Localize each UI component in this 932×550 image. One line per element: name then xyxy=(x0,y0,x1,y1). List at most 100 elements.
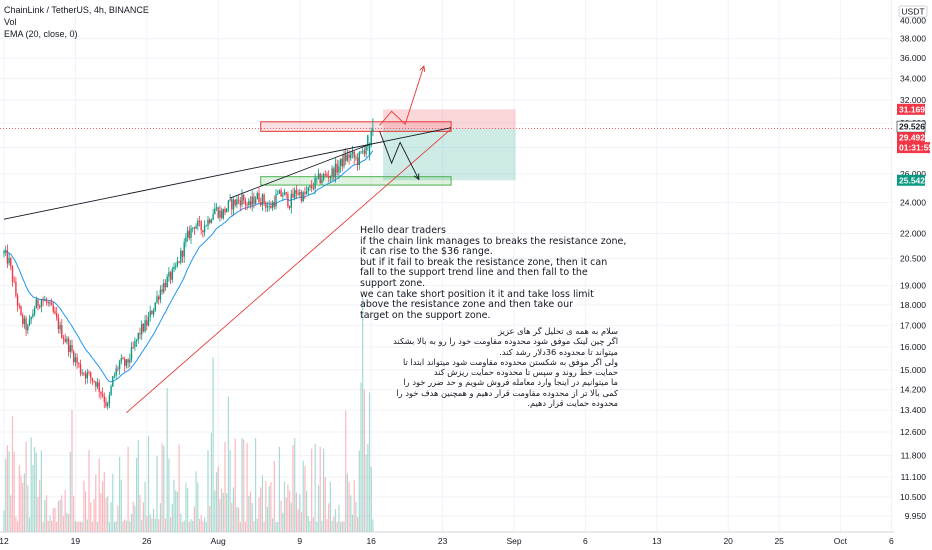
candle xyxy=(244,200,247,205)
volume-bar xyxy=(176,491,178,532)
volume-bar xyxy=(292,445,294,532)
volume-bar xyxy=(96,521,99,532)
candle xyxy=(95,381,97,387)
volume-bar xyxy=(273,460,275,532)
candle xyxy=(336,163,338,173)
volume-bar xyxy=(34,446,36,532)
candle xyxy=(351,151,354,154)
volume-bar xyxy=(285,497,287,532)
volume-bar xyxy=(345,410,347,532)
candle xyxy=(130,347,133,360)
candle xyxy=(50,302,53,306)
volume-bar xyxy=(256,518,258,532)
volume-bar xyxy=(258,497,260,532)
volume-bar xyxy=(154,518,156,532)
y-tick-label: 19.000 xyxy=(900,281,926,291)
volume-bar xyxy=(90,502,92,532)
candle xyxy=(146,320,148,326)
volume-bar xyxy=(74,521,76,532)
ema-legend[interactable]: EMA (20, close, 0) xyxy=(4,29,78,39)
volume-bar xyxy=(343,521,345,532)
candle xyxy=(292,193,294,198)
time-axis[interactable]: 12 19 26 Aug 9 16 23 Sep 6 13 20 25 Oct 6 xyxy=(0,536,894,546)
volume-bar xyxy=(15,516,17,532)
volume-bar xyxy=(193,506,195,532)
candle xyxy=(69,345,71,352)
volume-bar xyxy=(275,521,277,532)
candle xyxy=(358,152,360,166)
candle xyxy=(346,154,349,161)
arrow-bearish[interactable] xyxy=(379,131,420,180)
candle xyxy=(355,157,357,159)
candle xyxy=(363,150,366,154)
arrow-bullish[interactable] xyxy=(379,65,425,126)
candle xyxy=(270,205,272,209)
volume-bar xyxy=(137,440,139,532)
volume-bar xyxy=(210,432,212,532)
candle xyxy=(166,276,168,288)
volume-bar xyxy=(22,482,24,532)
volume-bar xyxy=(306,490,308,532)
candle xyxy=(64,339,66,342)
volume-bar xyxy=(299,494,301,532)
x-tick-label: 25 xyxy=(774,536,784,546)
x-tick-label: 19 xyxy=(71,536,81,546)
arrow-head xyxy=(419,65,426,73)
volume-bar xyxy=(68,514,70,532)
candle xyxy=(304,192,306,194)
volume-bar xyxy=(78,521,80,532)
y-tick-label: 13.400 xyxy=(900,405,926,415)
annotation-line: but if it fail to break the resistance z… xyxy=(360,256,608,268)
volume-bar xyxy=(358,450,360,532)
candle xyxy=(37,299,39,307)
candle xyxy=(224,208,226,213)
candle xyxy=(11,266,14,282)
volume-bar xyxy=(136,457,138,532)
annotation-line: کمی بالا تر از محدوده مقاومت قرار دهیم و… xyxy=(396,387,618,398)
candle xyxy=(81,373,83,375)
candle xyxy=(132,347,134,348)
trendline-upper-wedge[interactable] xyxy=(3,127,452,220)
volume-bar xyxy=(302,460,304,532)
volume-bar xyxy=(251,502,253,532)
volume-bar xyxy=(27,485,29,532)
candle xyxy=(28,319,31,326)
volume-bar xyxy=(56,521,58,532)
candle xyxy=(302,192,304,202)
volume-bar xyxy=(370,466,372,532)
volume-bar xyxy=(195,471,197,532)
volume-bar xyxy=(255,438,257,532)
candle xyxy=(232,199,235,210)
volume-bar xyxy=(312,517,314,532)
volume-bar xyxy=(86,519,88,532)
volume-bar xyxy=(362,297,364,532)
volume-bar xyxy=(10,495,12,532)
candle xyxy=(76,357,78,363)
candle xyxy=(348,154,350,159)
volume-bar xyxy=(105,497,107,532)
candle xyxy=(71,345,73,352)
x-tick-label: Sep xyxy=(506,536,521,546)
currency-box[interactable] xyxy=(898,5,928,18)
volume-bar xyxy=(153,509,155,532)
price-badge-label: 29.492 xyxy=(899,133,925,143)
resistance-zone[interactable] xyxy=(260,121,452,132)
volume-bar xyxy=(277,521,279,532)
trendline-rising-support[interactable] xyxy=(126,128,452,414)
symbol-title[interactable]: ChainLink / TetherUS, 4h, BINANCE xyxy=(4,5,149,15)
candle xyxy=(231,199,233,210)
candle xyxy=(93,380,95,382)
support-zone[interactable] xyxy=(260,176,452,186)
candle xyxy=(365,146,367,154)
candle xyxy=(56,313,58,318)
volume-bar xyxy=(304,466,306,532)
candle xyxy=(18,305,20,307)
volume-legend[interactable]: Vol xyxy=(4,17,17,27)
candle xyxy=(125,359,128,366)
candle xyxy=(88,372,90,373)
volume-bar xyxy=(268,485,270,532)
trendline-lower-wedge[interactable] xyxy=(229,143,372,199)
candle xyxy=(156,296,158,303)
volume-bar xyxy=(52,508,54,532)
